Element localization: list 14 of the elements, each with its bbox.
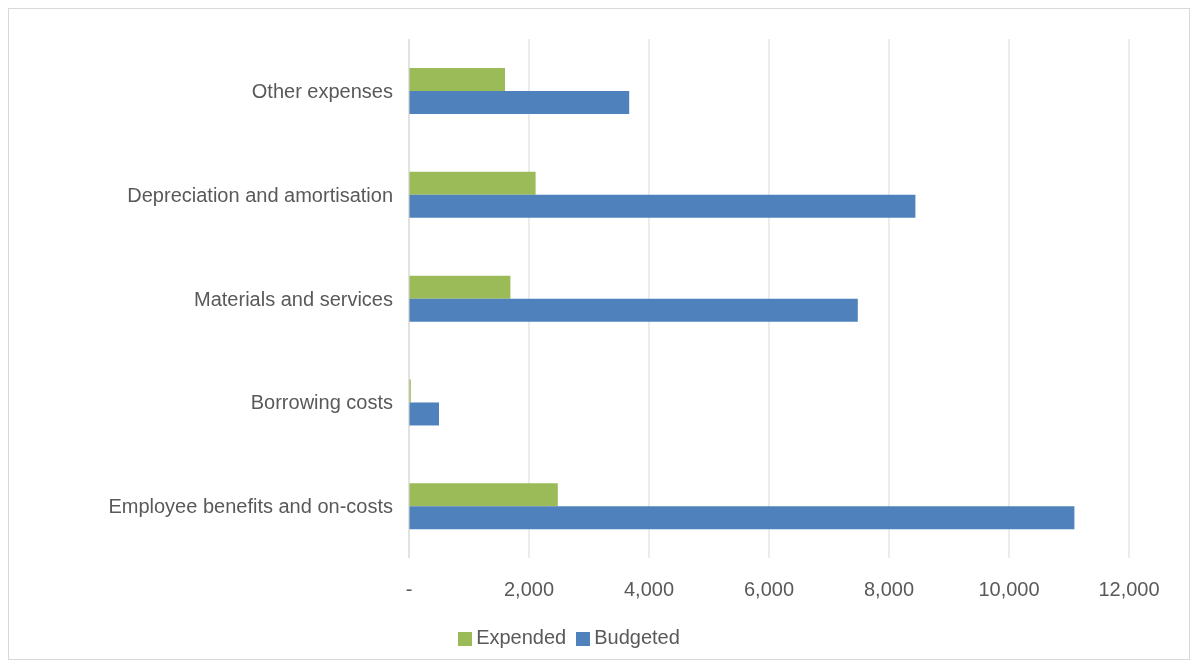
x-tick-label: 10,000 [978,578,1040,601]
y-tick-label: Materials and services [194,287,393,310]
x-tick-label: - [405,578,413,601]
y-tick-label: Employee benefits and on-costs [108,495,393,518]
legend-label: Expended [476,626,567,648]
y-tick-label: Depreciation and amortisation [127,183,393,206]
y-tick-label: Other expenses [251,80,393,102]
x-tick-label: 6,000 [743,578,795,601]
x-tick-label: 4,000 [623,578,675,601]
x-tick-label: 8,000 [863,578,915,601]
x-tick-label: 12,000 [1098,578,1160,601]
x-tick-label: 2,000 [503,578,555,601]
legend-label: Budgeted [594,626,680,648]
y-tick-label: Borrowing costs [250,391,393,414]
